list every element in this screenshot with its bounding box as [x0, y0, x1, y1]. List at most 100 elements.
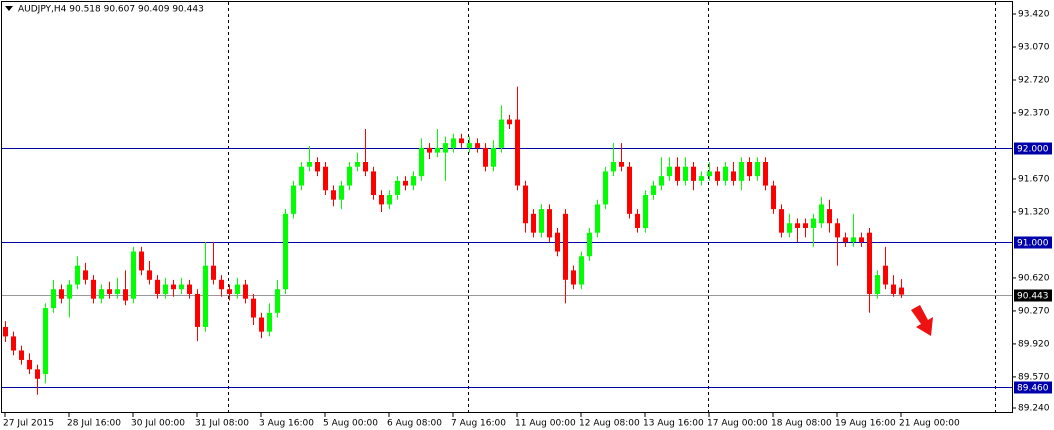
candle-body: [35, 369, 40, 379]
candle-body: [339, 185, 344, 200]
candle-body: [627, 166, 632, 214]
x-tick-label: 7 Aug 16:00: [451, 419, 506, 429]
candle-body: [323, 166, 328, 191]
level-label: 89.460: [1017, 384, 1049, 394]
candle-body: [403, 180, 408, 186]
candle-body: [219, 279, 224, 290]
candle-body: [491, 147, 496, 167]
candle-body: [155, 279, 160, 294]
candle-body: [515, 119, 520, 186]
candle-body: [243, 284, 248, 299]
candle-body: [819, 204, 824, 224]
candle-body: [291, 185, 296, 214]
x-tick-label: 31 Jul 08:00: [195, 419, 249, 429]
candle-body: [419, 147, 424, 177]
candle-body: [787, 223, 792, 233]
candle-body: [667, 166, 672, 177]
candle-body: [611, 161, 616, 172]
y-tick-label: 90.620: [1018, 273, 1050, 283]
level-label-box: [1014, 142, 1052, 155]
x-tick-label: 30 Jul 00:00: [131, 419, 185, 429]
candle-body: [91, 279, 96, 299]
candle-body: [227, 289, 232, 294]
candle-body: [683, 166, 688, 181]
candle-body: [139, 251, 144, 271]
y-tick-label: 93.070: [1018, 42, 1050, 52]
candle-body: [643, 194, 648, 228]
candle-body: [555, 232, 560, 252]
y-tick-label: 91.320: [1018, 207, 1050, 217]
candle-body: [803, 223, 808, 228]
candle-body: [691, 166, 696, 181]
x-tick-label: 27 Jul 2015: [3, 419, 54, 429]
x-tick-label: 21 Aug 00:00: [899, 419, 960, 429]
candle-body: [675, 166, 680, 181]
candle-body: [171, 284, 176, 290]
candle-body: [259, 317, 264, 332]
level-label: 91.000: [1017, 239, 1049, 249]
candle-body: [651, 185, 656, 195]
candle-body: [131, 251, 136, 299]
candle-body: [211, 265, 216, 280]
x-tick-label: 5 Aug 00:00: [323, 419, 378, 429]
candle-body: [363, 161, 368, 172]
level-label-box: [1014, 289, 1052, 302]
candle-body: [99, 289, 104, 299]
candle-body: [59, 289, 64, 299]
candle-body: [251, 298, 256, 318]
candle-body: [843, 237, 848, 243]
y-tick-label: 89.920: [1018, 339, 1050, 349]
chart-title: AUDJPY,H4 90.518 90.607 90.409 90.443: [18, 5, 204, 15]
candle-body: [563, 213, 568, 280]
candle-body: [27, 359, 32, 370]
candle-body: [771, 185, 776, 210]
candle-body: [795, 223, 800, 228]
candle-body: [43, 308, 48, 375]
x-tick-label: 18 Aug 08:00: [771, 419, 832, 429]
x-tick-label: 13 Aug 16:00: [643, 419, 704, 429]
candle-body: [67, 284, 72, 299]
candle-body: [755, 161, 760, 177]
candle-body: [123, 289, 128, 301]
candle-body: [283, 213, 288, 290]
title-icon: [5, 6, 13, 11]
candle-body: [387, 194, 392, 205]
candle-body: [19, 350, 24, 360]
candle-body: [459, 138, 464, 144]
candle-body: [267, 312, 272, 332]
y-tick-label: 93.420: [1018, 10, 1050, 20]
level-label: 90.443: [1017, 292, 1049, 302]
candle-body: [11, 336, 16, 351]
candle-body: [587, 232, 592, 257]
candle-body: [763, 161, 768, 186]
candle-body: [827, 209, 832, 224]
x-tick-label: 12 Aug 08:00: [579, 419, 640, 429]
candle-body: [75, 265, 80, 285]
candle-body: [395, 180, 400, 195]
candle-body: [707, 171, 712, 177]
candle-body: [443, 143, 448, 153]
y-tick-label: 91.670: [1018, 174, 1050, 184]
candle-body: [83, 270, 88, 280]
candle-body: [163, 284, 168, 294]
candle-body: [811, 218, 816, 228]
candle-body: [483, 147, 488, 167]
candle-body: [275, 289, 280, 313]
x-tick-label: 11 Aug 00:00: [515, 419, 576, 429]
candle-body: [235, 284, 240, 294]
candle-body: [835, 223, 840, 238]
x-tick-label: 17 Aug 00:00: [707, 419, 768, 429]
candle-body: [355, 161, 360, 167]
candle-body: [603, 171, 608, 205]
candle-body: [779, 209, 784, 233]
x-tick-label: 6 Aug 08:00: [387, 419, 442, 429]
candle-body: [571, 270, 576, 285]
candle-body: [451, 138, 456, 148]
candle-body: [899, 287, 904, 295]
candle-body: [467, 143, 472, 148]
period-separators: [228, 2, 996, 412]
candle-body: [579, 256, 584, 285]
candle-body: [51, 289, 56, 309]
candle-body: [859, 237, 864, 243]
candle-body: [699, 176, 704, 181]
